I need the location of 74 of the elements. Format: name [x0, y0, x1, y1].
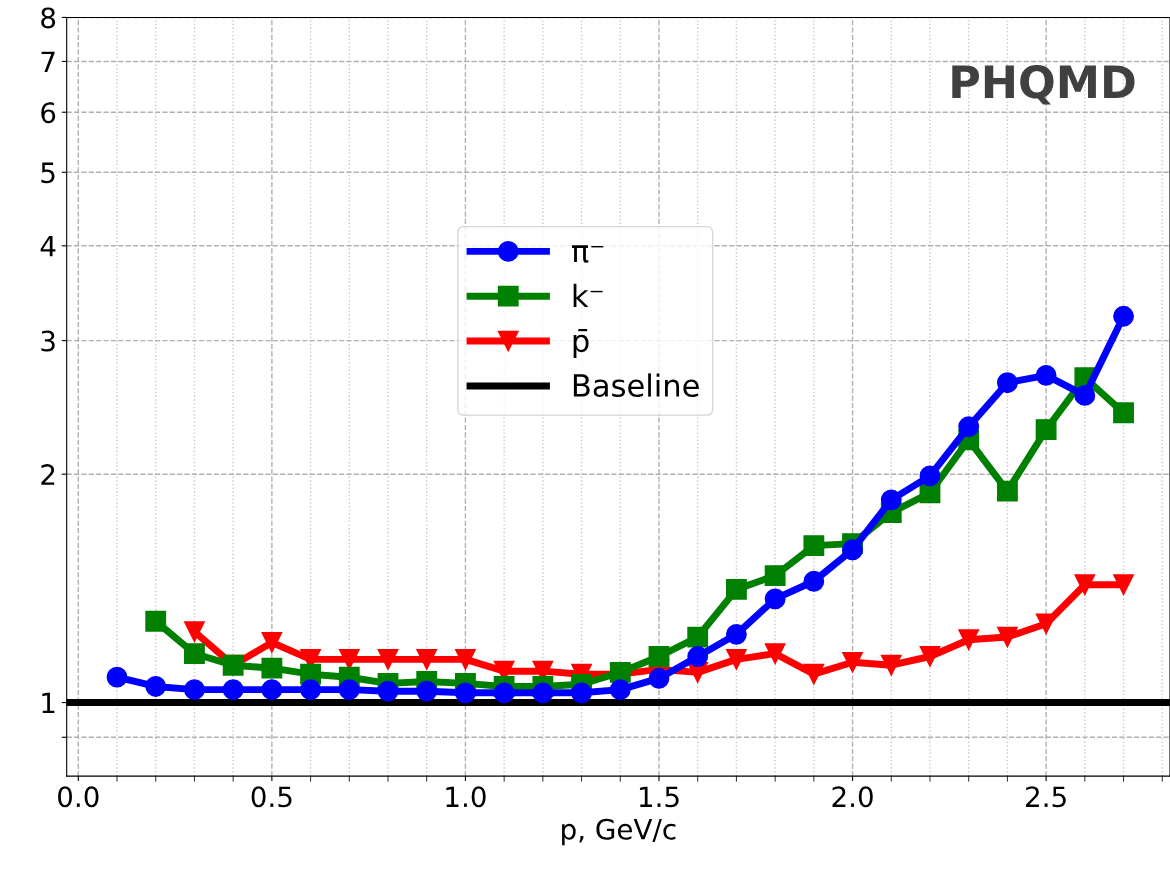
legend-label: p̄ — [573, 328, 589, 359]
point — [1074, 574, 1096, 596]
point — [338, 679, 360, 701]
point — [803, 663, 825, 685]
point — [687, 646, 709, 667]
point — [996, 372, 1018, 394]
point — [416, 680, 438, 702]
point — [1035, 419, 1057, 440]
point — [571, 682, 592, 704]
point — [455, 682, 476, 704]
point — [377, 648, 399, 670]
point — [687, 626, 709, 648]
point — [145, 676, 167, 697]
point — [1074, 385, 1096, 406]
point — [184, 643, 205, 665]
point — [1113, 574, 1134, 596]
point — [803, 535, 825, 557]
legend-label: π⁻ — [571, 245, 604, 263]
point — [764, 565, 786, 587]
point — [919, 646, 941, 667]
x-axis-title: p, GeV/c — [562, 818, 676, 846]
point — [377, 680, 399, 702]
point — [609, 679, 631, 701]
legend-label: Baseline — [573, 373, 699, 398]
point — [648, 668, 670, 689]
point — [958, 629, 980, 651]
y-tick-label: 6 — [41, 102, 56, 124]
point — [842, 651, 863, 673]
point — [958, 416, 980, 438]
point — [455, 648, 476, 670]
y-tick-label: 8 — [41, 7, 56, 29]
point — [493, 682, 515, 704]
point — [261, 632, 283, 653]
point — [184, 621, 205, 643]
point — [726, 623, 747, 645]
point — [803, 570, 825, 592]
point — [261, 657, 283, 679]
point — [261, 679, 283, 701]
point — [1113, 305, 1134, 327]
x-tick-label: 2.5 — [1026, 786, 1066, 808]
x-tick-label: 0.0 — [58, 786, 99, 808]
y-tick-label: 7 — [41, 51, 55, 72]
point — [880, 654, 902, 676]
x-tick-label: 2.0 — [832, 786, 873, 808]
point — [145, 610, 167, 632]
x-tick-label: 0.5 — [251, 786, 292, 808]
y-tick-label: 2 — [41, 464, 55, 485]
y-tick-label: 3 — [41, 330, 55, 352]
point — [842, 539, 863, 561]
y-tick-label: 1 — [42, 692, 55, 714]
point — [996, 480, 1018, 502]
point — [300, 679, 321, 701]
point — [919, 465, 941, 487]
point — [996, 626, 1018, 648]
point — [1113, 402, 1134, 424]
point — [416, 648, 438, 670]
point — [764, 643, 786, 665]
point — [222, 679, 244, 701]
point — [880, 489, 902, 511]
point — [338, 648, 360, 670]
y-tick-label: 5 — [41, 162, 55, 184]
point — [532, 682, 554, 704]
point — [764, 588, 786, 610]
legend-label: k⁻ — [573, 283, 603, 307]
point — [726, 578, 747, 600]
x-tick-label: 1.5 — [639, 786, 679, 808]
y-tick-label: 4 — [40, 236, 56, 257]
point — [106, 666, 128, 688]
x-tick-label: 1.0 — [446, 786, 486, 808]
point — [1035, 364, 1057, 386]
annotation: PHQMD — [952, 65, 1135, 105]
point — [648, 646, 670, 667]
point — [184, 679, 205, 701]
point — [726, 648, 747, 670]
